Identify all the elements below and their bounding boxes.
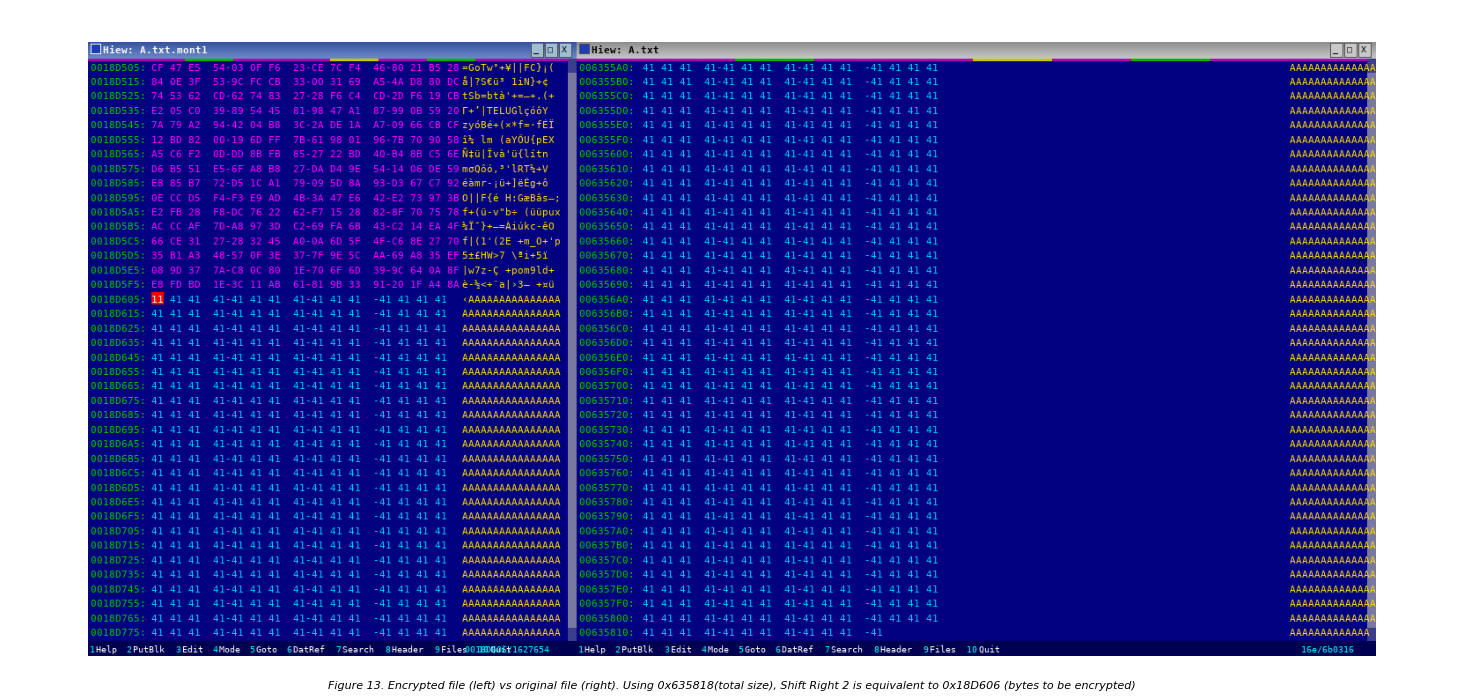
Text: Figure 13. Encrypted file (left) vs original file (right). Using 0x635818(total : Figure 13. Encrypted file (left) vs orig… xyxy=(328,681,1135,691)
